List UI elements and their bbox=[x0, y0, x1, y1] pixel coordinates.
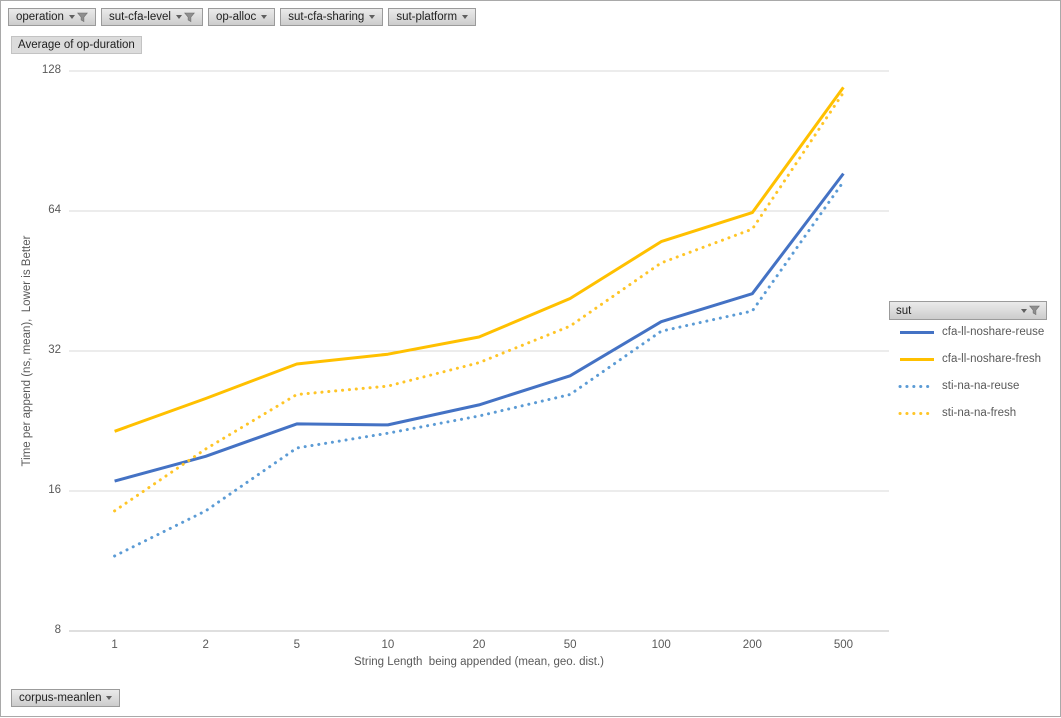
field-button-sut-cfa-sharing[interactable]: sut-cfa-sharing bbox=[280, 8, 384, 26]
y-tick-label: 8 bbox=[54, 624, 61, 636]
legend-swatch-solid-line bbox=[898, 350, 936, 368]
x-tick-label: 200 bbox=[742, 639, 762, 651]
legend-swatch-dotted-line bbox=[898, 377, 936, 395]
filter-funnel-icon bbox=[77, 12, 88, 23]
y-tick-label: 64 bbox=[48, 204, 61, 216]
y-tick-label: 16 bbox=[48, 484, 61, 496]
field-button-sut-cfa-level[interactable]: sut-cfa-level bbox=[100, 8, 203, 26]
series-line-cfa-ll-noshare-reuse[interactable] bbox=[114, 172, 845, 483]
legend-entry-label: sti-na-na-fresh bbox=[942, 406, 1017, 419]
chevron-down-icon bbox=[106, 696, 113, 700]
legend-swatch-solid-line bbox=[898, 323, 936, 341]
legend-entry-label: cfa-ll-noshare-reuse bbox=[942, 325, 1045, 338]
x-tick-label: 50 bbox=[563, 639, 577, 651]
legend-field-label: sut bbox=[896, 304, 912, 317]
legend-filter-icons bbox=[1021, 305, 1040, 316]
y-tick-label: 128 bbox=[41, 64, 61, 76]
series-line-sti-na-na-fresh[interactable] bbox=[113, 91, 845, 513]
field-button-label: sut-platform bbox=[396, 11, 458, 23]
series-line-sti-na-na-reuse[interactable] bbox=[113, 180, 845, 558]
axis-field-label: corpus-meanlen bbox=[19, 692, 102, 704]
filter-funnel-icon bbox=[1029, 305, 1040, 316]
field-button-label: op-alloc bbox=[215, 11, 257, 23]
dropdown-icon bbox=[369, 15, 376, 19]
field-button-label: sut-cfa-sharing bbox=[288, 11, 365, 23]
legend-entry-label: cfa-ll-noshare-fresh bbox=[942, 352, 1042, 365]
filter-button-row: operation sut-cfa-level op-alloc sut-cfa-sh… bbox=[8, 8, 477, 26]
field-button-op-alloc[interactable]: op-alloc bbox=[207, 8, 276, 26]
x-tick-label: 1 bbox=[111, 639, 118, 651]
field-button-label: operation bbox=[16, 11, 64, 23]
chevron-down-icon bbox=[68, 15, 75, 19]
legend-entry[interactable]: sti-na-na-reuse bbox=[898, 372, 1044, 399]
field-button-label: sut-cfa-level bbox=[108, 11, 171, 23]
x-axis-title: String Length being appended (mean, geo.… bbox=[354, 656, 604, 668]
legend-entry[interactable]: sti-na-na-fresh bbox=[898, 399, 1044, 426]
filtered-dropdown-icons bbox=[68, 12, 88, 23]
dropdown-icon bbox=[261, 15, 268, 19]
filtered-dropdown-icons bbox=[175, 12, 195, 23]
chevron-down-icon bbox=[1021, 308, 1027, 313]
y-tick-label: 32 bbox=[48, 344, 61, 356]
chevron-down-icon bbox=[175, 15, 182, 19]
legend: cfa-ll-noshare-reuse cfa-ll-noshare-fresh… bbox=[898, 318, 1044, 426]
x-tick-label: 500 bbox=[833, 639, 854, 651]
chevron-down-icon bbox=[462, 15, 469, 19]
legend-swatch-dotted-line bbox=[898, 404, 936, 422]
x-tick-label: 20 bbox=[472, 639, 486, 651]
legend-entry[interactable]: cfa-ll-noshare-reuse bbox=[898, 318, 1044, 345]
chevron-down-icon bbox=[261, 15, 268, 19]
filter-funnel-icon bbox=[184, 12, 195, 23]
x-tick-label: 10 bbox=[381, 639, 395, 651]
chevron-down-icon bbox=[369, 15, 376, 19]
field-button-operation[interactable]: operation bbox=[8, 8, 96, 26]
value-field-button[interactable]: Average of op-duration bbox=[11, 36, 142, 54]
field-button-sut-platform[interactable]: sut-platform bbox=[388, 8, 477, 26]
x-tick-label: 2 bbox=[202, 639, 209, 651]
legend-entry[interactable]: cfa-ll-noshare-fresh bbox=[898, 345, 1044, 372]
x-tick-label: 5 bbox=[293, 639, 300, 651]
series-line-cfa-ll-noshare-fresh[interactable] bbox=[114, 86, 845, 433]
dropdown-icon bbox=[462, 15, 469, 19]
legend-entry-label: sti-na-na-reuse bbox=[942, 379, 1020, 392]
x-tick-label: 100 bbox=[651, 639, 671, 651]
legend-field-button[interactable]: sut bbox=[889, 301, 1047, 320]
y-axis-title: Time per append (ns, mean), Lower is Bet… bbox=[21, 235, 33, 467]
axis-field-button[interactable]: corpus-meanlen bbox=[11, 689, 121, 707]
